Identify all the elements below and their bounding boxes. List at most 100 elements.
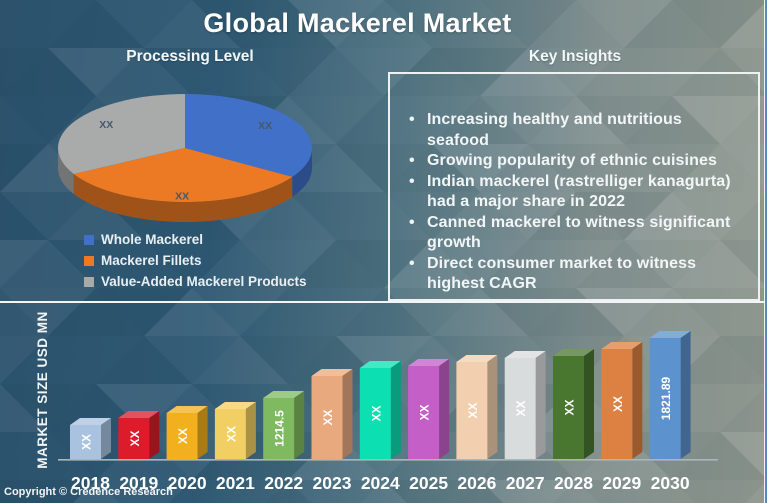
- key-insights-box: Increasing healthy and nutritious seafoo…: [388, 72, 760, 301]
- bar-value-label: XX: [321, 409, 335, 425]
- bar-value-label: XX: [418, 404, 432, 420]
- insight-bullet: Canned mackerel to witness significant g…: [406, 213, 748, 254]
- processing-level-pie-chart: XX XX XX: [57, 94, 312, 223]
- pie-slice: [73, 148, 293, 202]
- bar-2025: XX 2025: [408, 359, 450, 493]
- bar-side-face: [584, 349, 594, 459]
- bar-top-face: [359, 361, 401, 368]
- legend-label: Whole Mackerel: [101, 232, 204, 247]
- market-size-bar-chart: XX 2018 XX 2019 XX 2020 XX 2021 1214.5 2022 XX 2023…: [58, 331, 718, 493]
- bar-top-face: [311, 369, 353, 376]
- bar-top-face: [166, 406, 208, 413]
- bar-value-label: XX: [80, 434, 94, 450]
- x-axis-year-label: 2027: [506, 473, 545, 493]
- bar-side-face: [680, 331, 691, 459]
- pie-data-label: XX: [258, 120, 272, 132]
- bar-value-label: XX: [563, 399, 577, 415]
- bar-2023: XX 2023: [311, 369, 353, 493]
- pie-slice: [185, 94, 312, 177]
- insight-bullet: Indian mackerel (rastrelliger kanagurta)…: [406, 172, 748, 213]
- bar-front-face: [408, 366, 440, 459]
- right-edge-white-line: [764, 0, 765, 503]
- pie-slice-side: [292, 148, 312, 197]
- bar-value-label: XX: [176, 428, 190, 444]
- bar-top-face: [214, 402, 256, 409]
- bar-front-face: [359, 368, 391, 459]
- x-axis-year-label: 2030: [651, 473, 690, 493]
- bar-top-face: [601, 342, 643, 349]
- bar-top-face: [263, 391, 305, 398]
- bar-2020: XX 2020: [166, 406, 208, 493]
- key-insights-heading: Key Insights: [528, 48, 622, 65]
- page-title: Global Mackerel Market: [203, 8, 512, 38]
- bar-2029: XX 2029: [601, 342, 643, 493]
- bar-2018: XX 2018: [70, 418, 111, 493]
- bar-front-face: [311, 376, 343, 459]
- bar-side-face: [294, 391, 305, 459]
- bar-top-face: [408, 359, 450, 366]
- bar-front-face: [553, 356, 584, 459]
- x-axis-year-label: 2020: [168, 473, 207, 493]
- x-axis-year-label: 2018: [71, 473, 110, 493]
- bar-front-face: [118, 418, 150, 459]
- legend-item: Mackerel Fillets: [84, 250, 307, 271]
- bar-value-label: XX: [466, 402, 480, 418]
- bar-front-face: [649, 338, 681, 459]
- bar-2024: XX 2024: [359, 361, 401, 493]
- bar-value-label: 1821.89: [659, 376, 673, 420]
- bar-2021: XX 2021: [214, 402, 256, 493]
- bar-front-face: [263, 398, 295, 459]
- bar-side-face: [632, 342, 643, 459]
- x-axis-year-label: 2025: [409, 473, 448, 493]
- legend-item: Value-Added Mackerel Products: [84, 271, 307, 292]
- legend-item: Whole Mackerel: [84, 229, 307, 250]
- bar-2019: XX 2019: [118, 411, 160, 493]
- bar-front-face: [214, 409, 246, 459]
- bar-value-label: XX: [514, 400, 528, 416]
- bar-value-label: XX: [369, 405, 383, 421]
- bar-top-face: [456, 355, 498, 362]
- bar-side-face: [390, 361, 401, 459]
- insight-bullet: Increasing healthy and nutritious seafoo…: [406, 110, 748, 151]
- bar-2026: XX 2026: [456, 355, 498, 493]
- x-axis-year-label: 2028: [554, 473, 593, 493]
- legend-label: Value-Added Mackerel Products: [101, 274, 307, 289]
- bar-top-face: [118, 411, 160, 418]
- pie-slice-side: [58, 148, 74, 195]
- bar-side-face: [535, 351, 546, 459]
- x-axis-year-label: 2021: [216, 473, 255, 493]
- bar-side-face: [245, 402, 256, 459]
- bar-value-label: XX: [224, 426, 238, 442]
- x-axis-year-label: 2024: [361, 473, 400, 493]
- bar-front-face: [504, 358, 536, 459]
- bar-top-face: [70, 418, 111, 425]
- legend-swatch: [84, 276, 94, 287]
- bar-side-face: [197, 406, 208, 459]
- legend-label: Mackerel Fillets: [101, 253, 202, 268]
- x-axis-year-label: 2019: [119, 473, 158, 493]
- bar-front-face: [601, 349, 633, 459]
- x-axis-year-label: 2022: [264, 473, 303, 493]
- pie-data-label: XX: [99, 119, 113, 131]
- bar-value-label: XX: [611, 396, 625, 412]
- right-edge-blue-line: [765, 0, 767, 503]
- bar-side-face: [487, 355, 498, 459]
- legend-swatch: [84, 234, 94, 245]
- bar-side-face: [439, 359, 450, 459]
- insight-bullet: Growing popularity of ethnic cuisines: [406, 151, 748, 172]
- bar-top-face: [553, 349, 594, 356]
- bar-side-face: [342, 369, 353, 459]
- bar-top-face: [504, 351, 546, 358]
- bar-value-label: 1214.5: [273, 410, 287, 447]
- x-axis-year-label: 2026: [457, 473, 496, 493]
- bar-side-face: [149, 411, 160, 459]
- copyright-text: Copyright © Credence Research: [4, 486, 173, 498]
- bar-top-face: [649, 331, 691, 338]
- pie-chart-heading: Processing Level: [126, 48, 254, 65]
- x-axis-year-label: 2023: [313, 473, 352, 493]
- bar-front-face: [456, 362, 488, 459]
- pie-slice: [57, 94, 185, 175]
- bar-2022: 1214.5 2022: [263, 391, 305, 493]
- bar-2028: XX 2028: [553, 349, 594, 493]
